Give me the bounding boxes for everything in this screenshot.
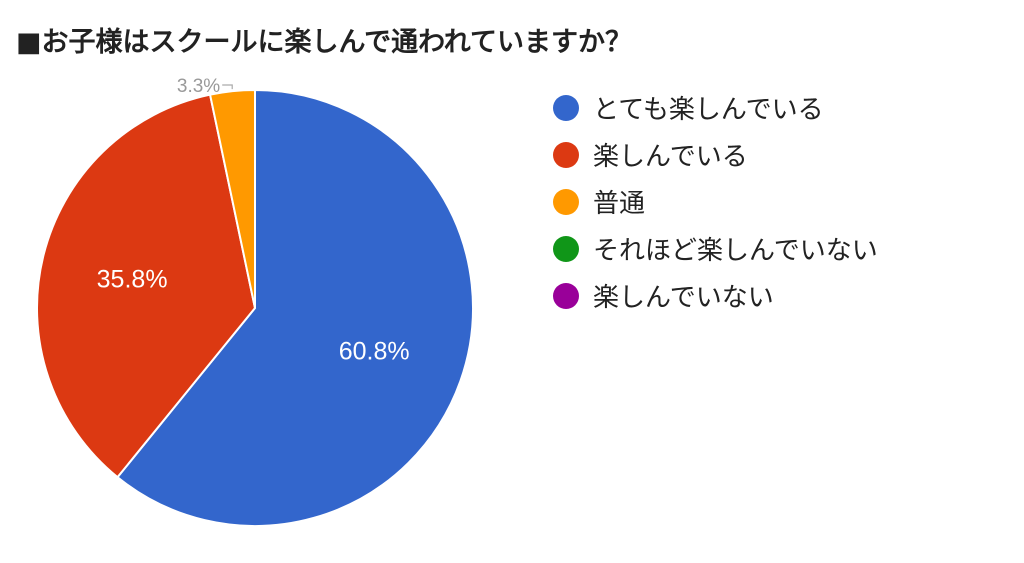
slice-label-very-enjoying: 60.8%: [339, 337, 410, 365]
legend-swatch-not-enjoying: [553, 282, 579, 309]
legend-swatch-very-enjoying: [553, 94, 579, 121]
legend-label: 楽しんでいない: [593, 283, 774, 313]
legend-swatch-enjoying: [553, 141, 579, 168]
legend-label: とても楽しんでいる: [593, 95, 824, 125]
pie-slice-enjoying: [36, 93, 257, 479]
pie-slice-very-enjoying: [116, 88, 474, 527]
legend-label: 楽しんでいる: [593, 142, 748, 172]
legend-item-normal: 普通: [553, 178, 878, 225]
legend-item-enjoying: 楽しんでいる: [553, 131, 878, 178]
slice-label-enjoying: 35.8%: [97, 265, 168, 293]
legend-label: 普通: [593, 189, 646, 219]
legend-item-not-much: それほど楽しんでいない: [553, 225, 878, 272]
leader-line-normal: [222, 84, 233, 90]
legend: とても楽しんでいる 楽しんでいる 普通 それほど楽しんでいない 楽しんでいない: [553, 84, 878, 319]
legend-swatch-not-much: [553, 235, 579, 262]
slice-label-normal: 3.3%: [177, 76, 220, 97]
legend-label: それほど楽しんでいない: [593, 236, 878, 266]
pie-slice-normal: [208, 88, 256, 309]
chart-title: ■お子様はスクールに楽しんで通われていますか？: [16, 27, 632, 58]
legend-item-very-enjoying: とても楽しんでいる: [553, 84, 878, 131]
legend-item-not-enjoying: 楽しんでいない: [553, 272, 878, 319]
legend-swatch-normal: [553, 188, 579, 215]
